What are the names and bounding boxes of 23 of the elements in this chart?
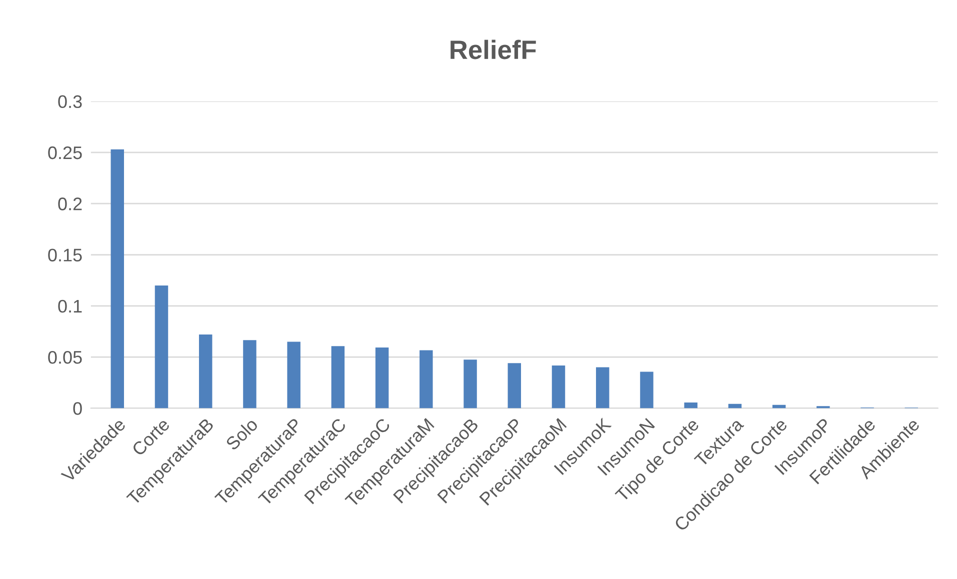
bar bbox=[596, 367, 610, 408]
bar bbox=[198, 334, 212, 408]
bar bbox=[110, 149, 124, 408]
bar bbox=[154, 285, 168, 408]
y-tick-label: 0.05 bbox=[48, 350, 82, 364]
bar bbox=[420, 350, 433, 408]
bar bbox=[640, 372, 654, 408]
y-tick-label: 0 bbox=[73, 402, 82, 415]
bar bbox=[552, 365, 566, 408]
bar bbox=[331, 346, 345, 408]
y-tick-label: 0.15 bbox=[48, 248, 82, 262]
y-tick-label: 0.1 bbox=[58, 300, 82, 313]
bar bbox=[728, 404, 742, 408]
bar bbox=[243, 340, 256, 408]
y-tick-label: 0.25 bbox=[48, 146, 82, 160]
y-tick-label: 0.2 bbox=[58, 198, 82, 210]
chart-title: ReliefF bbox=[450, 40, 536, 60]
bar bbox=[464, 360, 477, 408]
bar bbox=[508, 363, 522, 408]
bar bbox=[375, 348, 389, 408]
bar bbox=[287, 342, 300, 408]
bar bbox=[684, 402, 698, 408]
y-tick-label: 0.3 bbox=[58, 95, 82, 108]
